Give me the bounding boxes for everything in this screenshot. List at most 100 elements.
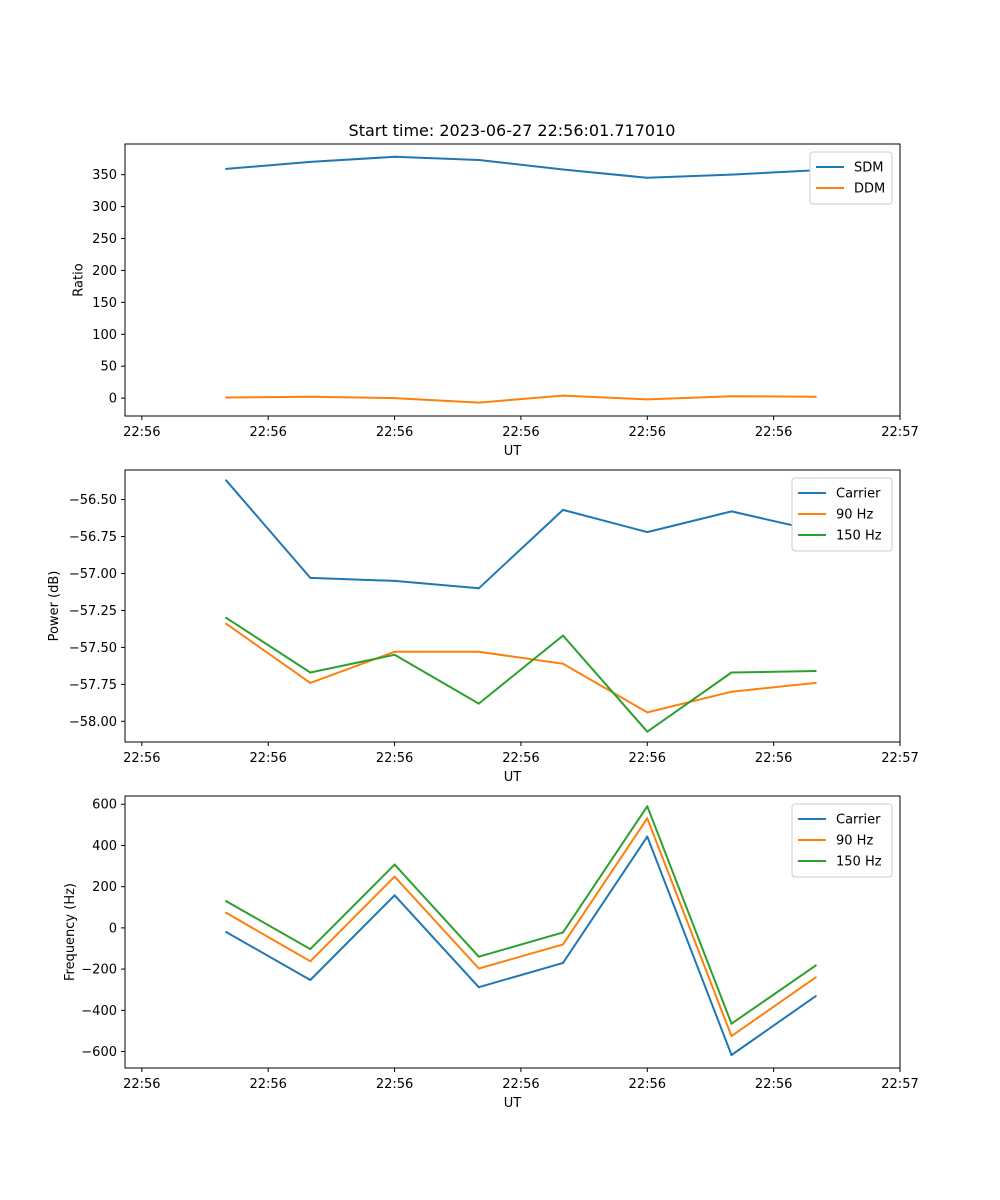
- power-series-90-hz-line: [225, 622, 816, 714]
- power-legend-label: Carrier: [836, 487, 881, 502]
- frequency-series-90-hz-point: [393, 875, 396, 878]
- ratio-series-ddm-line: [226, 394, 816, 404]
- frequency-series-90-hz-line: [225, 817, 817, 1038]
- ratio-x-axis-label: UT: [504, 444, 522, 459]
- ratio-x-tick-label: 22:57: [881, 425, 918, 440]
- frequency-x-axis-label: UT: [504, 1096, 522, 1111]
- frequency-series-150-hz-point: [814, 964, 817, 967]
- power-x-tick-label: 22:56: [629, 751, 666, 766]
- ratio-x-tick-label: 22:56: [502, 425, 539, 440]
- frequency-y-tick-label: 600: [92, 798, 117, 813]
- frequency-series-150-hz-point: [562, 931, 565, 934]
- ratio-y-tick-label: 50: [100, 360, 117, 375]
- frequency-plot-frame: [124, 795, 901, 1069]
- power-series-90-hz-point: [730, 690, 733, 693]
- power-series-150-hz-point: [225, 616, 228, 619]
- frequency-series-90-hz-point: [646, 817, 649, 820]
- frequency-series-carrier-point: [646, 835, 649, 838]
- power-series-90-hz-point: [814, 681, 817, 684]
- frequency-series-150-hz-line: [225, 805, 817, 1025]
- ratio-x-tick-label: 22:56: [249, 425, 286, 440]
- power-series-90-hz-point: [562, 662, 565, 665]
- power-series-150-hz-point: [814, 670, 817, 673]
- frequency-legend: [791, 803, 893, 878]
- frequency-panel: 22:56 22:56 22:56 22:56 22:56 22:56 22:57 −600 −…: [63, 795, 919, 1111]
- frequency-series-carrier-point: [477, 986, 480, 989]
- frequency-legend-label: 150 Hz: [836, 855, 882, 870]
- power-x-tick-label: 22:56: [502, 751, 539, 766]
- power-series-90-hz-point: [646, 711, 649, 714]
- frequency-series-90-hz-point: [477, 967, 480, 970]
- power-series-150-hz-point: [477, 702, 480, 705]
- ratio-x-tick-label: 22:56: [123, 425, 160, 440]
- ratio-series-ddm-point: [477, 401, 480, 404]
- power-legend-label: 150 Hz: [836, 529, 882, 544]
- frequency-series-carrier-line: [225, 835, 817, 1056]
- power-x-tick-label: 22:56: [123, 751, 160, 766]
- power-legend: [791, 477, 893, 552]
- frequency-series-150-hz-point: [393, 863, 396, 866]
- frequency-y-tick-label: −400: [81, 1004, 117, 1019]
- figure-title: Start time: 2023-06-27 22:56:01.717010: [349, 121, 676, 140]
- power-series-150-hz-point: [393, 653, 396, 656]
- frequency-y-tick-label: −200: [81, 963, 117, 978]
- power-y-tick-label: −57.00: [69, 567, 117, 582]
- ratio-series-sdm-point: [562, 168, 565, 171]
- frequency-series-carrier-point: [225, 931, 228, 933]
- ratio-legend-label: SDM: [854, 161, 883, 176]
- power-legend-label: 90 Hz: [836, 508, 873, 523]
- frequency-x-tick-label: 22:56: [376, 1077, 413, 1092]
- power-series-90-hz-point: [393, 650, 396, 653]
- ratio-y-tick-label: 0: [109, 392, 117, 407]
- power-y-tick-label: −57.25: [69, 604, 117, 619]
- frequency-x-tick-label: 22:56: [629, 1077, 666, 1092]
- power-series-carrier-point: [477, 587, 480, 590]
- power-plot-frame: [124, 469, 901, 743]
- power-x-tick-label: 22:56: [376, 751, 413, 766]
- ratio-legend: [809, 151, 893, 205]
- frequency-series-150-hz-point: [646, 805, 649, 808]
- frequency-y-tick-label: −600: [81, 1045, 117, 1060]
- ratio-y-tick-label: 200: [92, 264, 117, 279]
- frequency-legend-label: 90 Hz: [836, 834, 873, 849]
- ratio-series-ddm-point: [730, 395, 733, 398]
- frequency-series-90-hz-point: [562, 943, 565, 946]
- ratio-x-tick-label: 22:56: [755, 425, 792, 440]
- power-series-carrier-line: [225, 479, 817, 590]
- frequency-y-tick-label: 400: [92, 839, 117, 854]
- power-series-carrier-point: [393, 579, 396, 582]
- frequency-series-150-hz-point: [730, 1022, 733, 1025]
- ratio-y-tick-label: 100: [92, 328, 117, 343]
- ratio-series-ddm-point: [393, 397, 396, 400]
- ratio-x-tick-label: 22:56: [376, 425, 413, 440]
- power-series-150-hz-point: [562, 634, 565, 637]
- ratio-series-ddm-point: [814, 395, 817, 398]
- power-series-90-hz-point: [309, 681, 312, 684]
- power-panel: 22:56 22:56 22:56 22:56 22:56 22:56 22:57 −58.0…: [47, 469, 919, 785]
- ratio-series-ddm-point: [225, 396, 228, 399]
- frequency-legend-label: Carrier: [836, 813, 881, 828]
- frequency-y-axis-label: Frequency (Hz): [63, 883, 78, 981]
- power-series-150-hz-point: [309, 671, 312, 674]
- power-series-150-hz-line: [225, 616, 816, 733]
- ratio-series-ddm-point: [562, 394, 565, 397]
- frequency-y-tick-label: 200: [92, 880, 117, 895]
- frequency-series-150-hz-point: [225, 900, 228, 903]
- frequency-series-carrier-point: [730, 1054, 733, 1057]
- ratio-y-tick-label: 250: [92, 232, 117, 247]
- frequency-x-tick-label: 22:56: [502, 1077, 539, 1092]
- frequency-x-tick-label: 22:56: [755, 1077, 792, 1092]
- frequency-series-150-hz-point: [309, 948, 312, 951]
- frequency-series-90-hz-point: [309, 960, 312, 963]
- frequency-series-90-hz-point: [225, 911, 228, 914]
- ratio-series-ddm-point: [309, 395, 312, 398]
- power-y-tick-label: −56.75: [69, 530, 117, 545]
- frequency-x-tick-label: 22:56: [249, 1077, 286, 1092]
- ratio-series-sdm-point: [309, 160, 312, 163]
- frequency-series-90-hz-point: [814, 976, 817, 979]
- ratio-series-sdm-line: [226, 155, 816, 179]
- ratio-series-sdm-point: [730, 173, 733, 176]
- power-y-tick-label: −56.50: [69, 493, 117, 508]
- frequency-series-carrier-point: [814, 995, 817, 998]
